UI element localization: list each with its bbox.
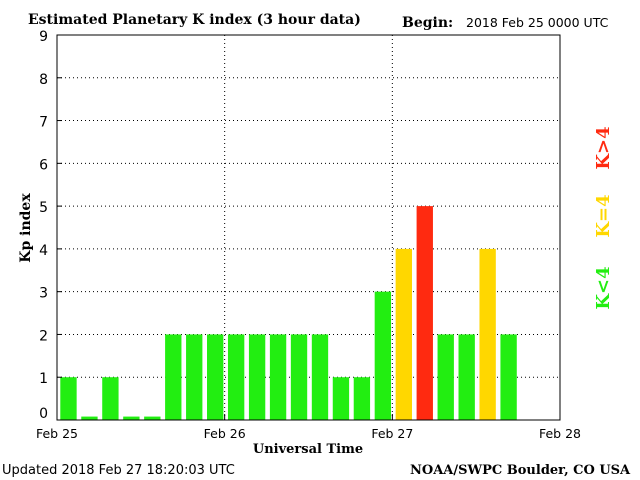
y-tick-label: 9 (39, 29, 48, 45)
y-tick-label: 3 (39, 286, 48, 302)
updated-timestamp: Updated 2018 Feb 27 18:20:03 UTC (2, 463, 235, 478)
y-tick-label: 8 (39, 72, 48, 88)
x-tick-label: Feb 28 (539, 426, 581, 441)
credit-text: NOAA/SWPC Boulder, CO USA (410, 463, 631, 478)
x-tick-label: Feb 27 (371, 426, 413, 441)
y-tick-label: 1 (39, 371, 48, 387)
legend-above-4: K>4 (593, 126, 614, 169)
kp-bar (500, 334, 517, 420)
kp-bar (290, 334, 308, 420)
kp-bar (311, 334, 329, 420)
kp-bar (227, 334, 245, 420)
kp-bar (81, 416, 98, 420)
kp-bar (374, 291, 392, 420)
bar-series (60, 206, 517, 420)
kp-bar (269, 334, 287, 420)
chart-title: Estimated Planetary K index (3 hour data… (28, 12, 361, 28)
kp-bar (437, 334, 454, 420)
kp-bar (353, 377, 371, 420)
kp-bar (123, 416, 140, 420)
y-tick-label: 5 (39, 200, 48, 216)
kp-bar (186, 334, 203, 420)
x-tick-label: Feb 26 (204, 426, 246, 441)
x-axis-label: Universal Time (253, 442, 363, 457)
kp-bar (165, 334, 182, 420)
kp-bar (458, 334, 475, 420)
y-axis-label: Kp index (18, 193, 34, 263)
y-tick-label: 2 (39, 328, 48, 344)
begin-label: Begin: (402, 15, 453, 31)
kp-bar (144, 416, 161, 420)
y-tick-label: 4 (39, 243, 48, 259)
plot-frame (56, 34, 561, 421)
kp-bar (60, 377, 77, 420)
kp-bar (102, 377, 119, 420)
y-tick-label: 0 (39, 406, 48, 422)
kp-bar (416, 206, 433, 420)
x-axis-ticks: Feb 25 Feb 26 Feb 27 Feb 28 (36, 414, 581, 441)
y-tick-label: 7 (39, 115, 48, 131)
grid-lines (57, 35, 560, 420)
kp-bar (207, 334, 224, 420)
kp-bar (395, 248, 412, 420)
legend-below-4: K<4 (593, 266, 614, 309)
x-tick-label: Feb 25 (36, 426, 78, 441)
kp-bar (248, 334, 266, 420)
legend-equal-4: K=4 (593, 194, 614, 237)
kp-bar (332, 377, 350, 420)
begin-value: 2018 Feb 25 0000 UTC (466, 15, 609, 30)
kp-bar (479, 248, 496, 420)
y-tick-label: 6 (39, 157, 48, 173)
